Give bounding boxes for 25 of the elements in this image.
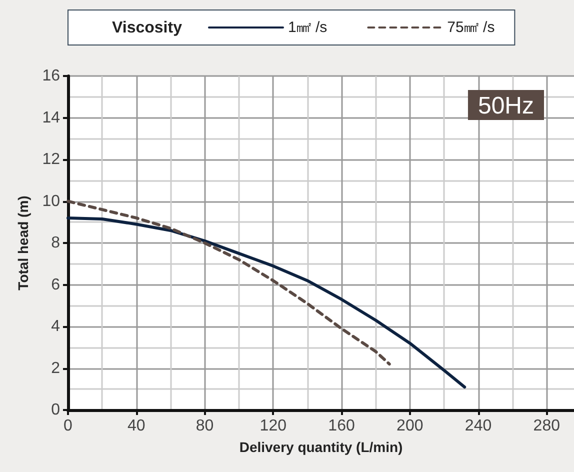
x-tick-label: 80 <box>196 418 214 434</box>
y-tick-label: 16 <box>42 68 60 84</box>
y-tick-label: 12 <box>42 151 60 168</box>
y-tick-label: 2 <box>51 360 60 377</box>
annotation: 50Hz <box>478 92 534 120</box>
legend-label: 1㎟ /s <box>288 19 328 36</box>
x-axis-title: Delivery quantity (L/min) <box>239 439 403 455</box>
y-axis-title: Total head (m) <box>15 196 31 290</box>
x-tick-label: 240 <box>464 418 492 434</box>
x-tick-label: 0 <box>64 418 73 434</box>
legend-label: 75㎟ /s <box>447 19 495 36</box>
y-tick-label: 14 <box>42 109 60 126</box>
line-series <box>66 200 391 366</box>
x-tick-label: 160 <box>328 418 355 434</box>
x-tick-label: 200 <box>396 418 424 434</box>
x-tick-label: 280 <box>533 418 560 434</box>
y-tick-label: 8 <box>51 234 60 252</box>
y-tick-label: 0 <box>51 402 60 418</box>
line-series <box>66 216 466 389</box>
y-tick-label: 6 <box>51 276 60 294</box>
x-tick-label: 40 <box>127 418 146 434</box>
legend-title: Viscosity <box>112 20 182 36</box>
y-tick-label: 10 <box>42 192 60 210</box>
x-tick-label: 120 <box>260 418 287 434</box>
y-tick-label: 4 <box>51 318 60 335</box>
